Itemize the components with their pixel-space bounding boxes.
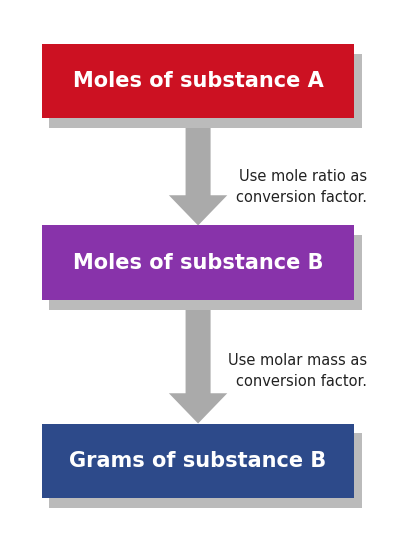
Text: Grams of substance B: Grams of substance B — [70, 450, 327, 471]
FancyArrow shape — [169, 118, 227, 226]
Text: Use molar mass as
conversion factor.: Use molar mass as conversion factor. — [228, 353, 367, 389]
Text: Use mole ratio as
conversion factor.: Use mole ratio as conversion factor. — [236, 169, 367, 205]
FancyBboxPatch shape — [49, 433, 362, 508]
FancyBboxPatch shape — [42, 226, 354, 300]
FancyBboxPatch shape — [49, 235, 362, 310]
FancyArrow shape — [169, 300, 227, 424]
FancyBboxPatch shape — [42, 424, 354, 498]
FancyBboxPatch shape — [42, 44, 354, 118]
Text: Moles of substance B: Moles of substance B — [73, 252, 323, 273]
FancyBboxPatch shape — [49, 54, 362, 128]
Text: Moles of substance A: Moles of substance A — [73, 71, 324, 91]
